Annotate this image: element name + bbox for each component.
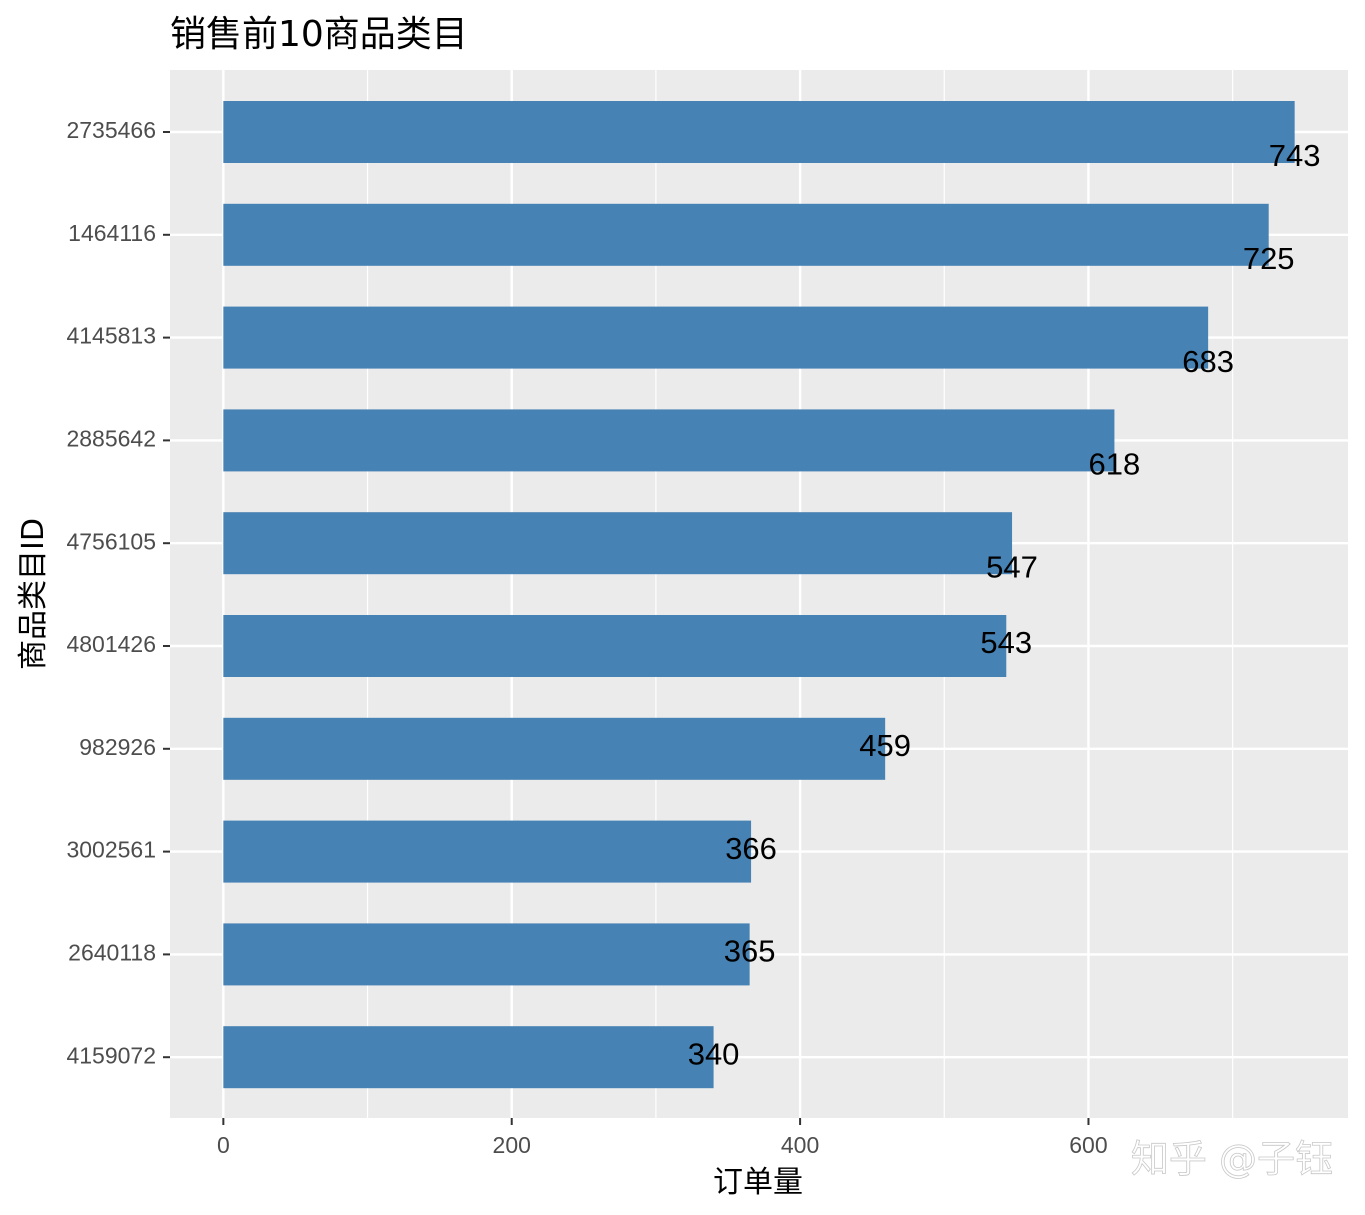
- y-axis-title: 商品类目ID: [16, 518, 51, 670]
- x-axis: 0 200 400 600: [217, 1118, 1108, 1158]
- chart-title: 销售前10商品类目: [170, 14, 468, 55]
- watermark: 知乎 @子钰: [1131, 1137, 1333, 1181]
- y-tick-label-982926: 982926: [79, 734, 156, 760]
- data-label-4159072: 340: [688, 1036, 740, 1071]
- data-label-4756105: 547: [986, 549, 1038, 584]
- x-tick-label-2: 400: [781, 1132, 819, 1158]
- bar-1464116: [223, 203, 1269, 266]
- bar-2735466: [223, 101, 1295, 163]
- data-label-4801426: 543: [980, 625, 1032, 660]
- y-tick-label-4145813: 4145813: [66, 323, 156, 349]
- y-tick-label-4756105: 4756105: [66, 528, 156, 554]
- y-tick-label-3002561: 3002561: [66, 837, 156, 863]
- bar-982926: [223, 717, 886, 780]
- y-tick-label-2885642: 2885642: [66, 425, 156, 451]
- bar-2885642: [223, 409, 1115, 472]
- y-tick-label-4159072: 4159072: [66, 1042, 156, 1068]
- bar-3002561: [223, 820, 752, 883]
- x-tick-label-1: 200: [493, 1132, 531, 1158]
- data-label-2640118: 365: [724, 934, 776, 969]
- bar-4756105: [223, 512, 1013, 575]
- x-tick-label-3: 600: [1069, 1132, 1107, 1158]
- bar-4159072: [223, 1026, 714, 1089]
- y-tick-label-2640118: 2640118: [68, 939, 156, 965]
- y-tick-label-2735466: 2735466: [66, 117, 156, 143]
- y-axis: 2735466 1464116 4145813 2885642 4756105 48014…: [66, 117, 170, 1068]
- data-label-4145813: 683: [1182, 344, 1234, 379]
- y-tick-label-4801426: 4801426: [66, 631, 156, 657]
- data-labels: 743 725 683 618 547 543 459 366 365 340: [688, 138, 1321, 1071]
- bar-4801426: [223, 615, 1007, 677]
- bar-2640118: [223, 923, 750, 986]
- data-label-982926: 459: [859, 728, 911, 763]
- x-axis-title: 订单量: [713, 1165, 803, 1200]
- data-label-2735466: 743: [1269, 138, 1321, 173]
- data-label-3002561: 366: [725, 831, 777, 866]
- data-label-2885642: 618: [1089, 447, 1141, 482]
- x-tick-label-0: 0: [217, 1132, 230, 1158]
- y-tick-label-1464116: 1464116: [68, 220, 156, 246]
- bar-4145813: [223, 306, 1209, 369]
- data-label-1464116: 725: [1243, 241, 1295, 276]
- bars: [223, 101, 1295, 1089]
